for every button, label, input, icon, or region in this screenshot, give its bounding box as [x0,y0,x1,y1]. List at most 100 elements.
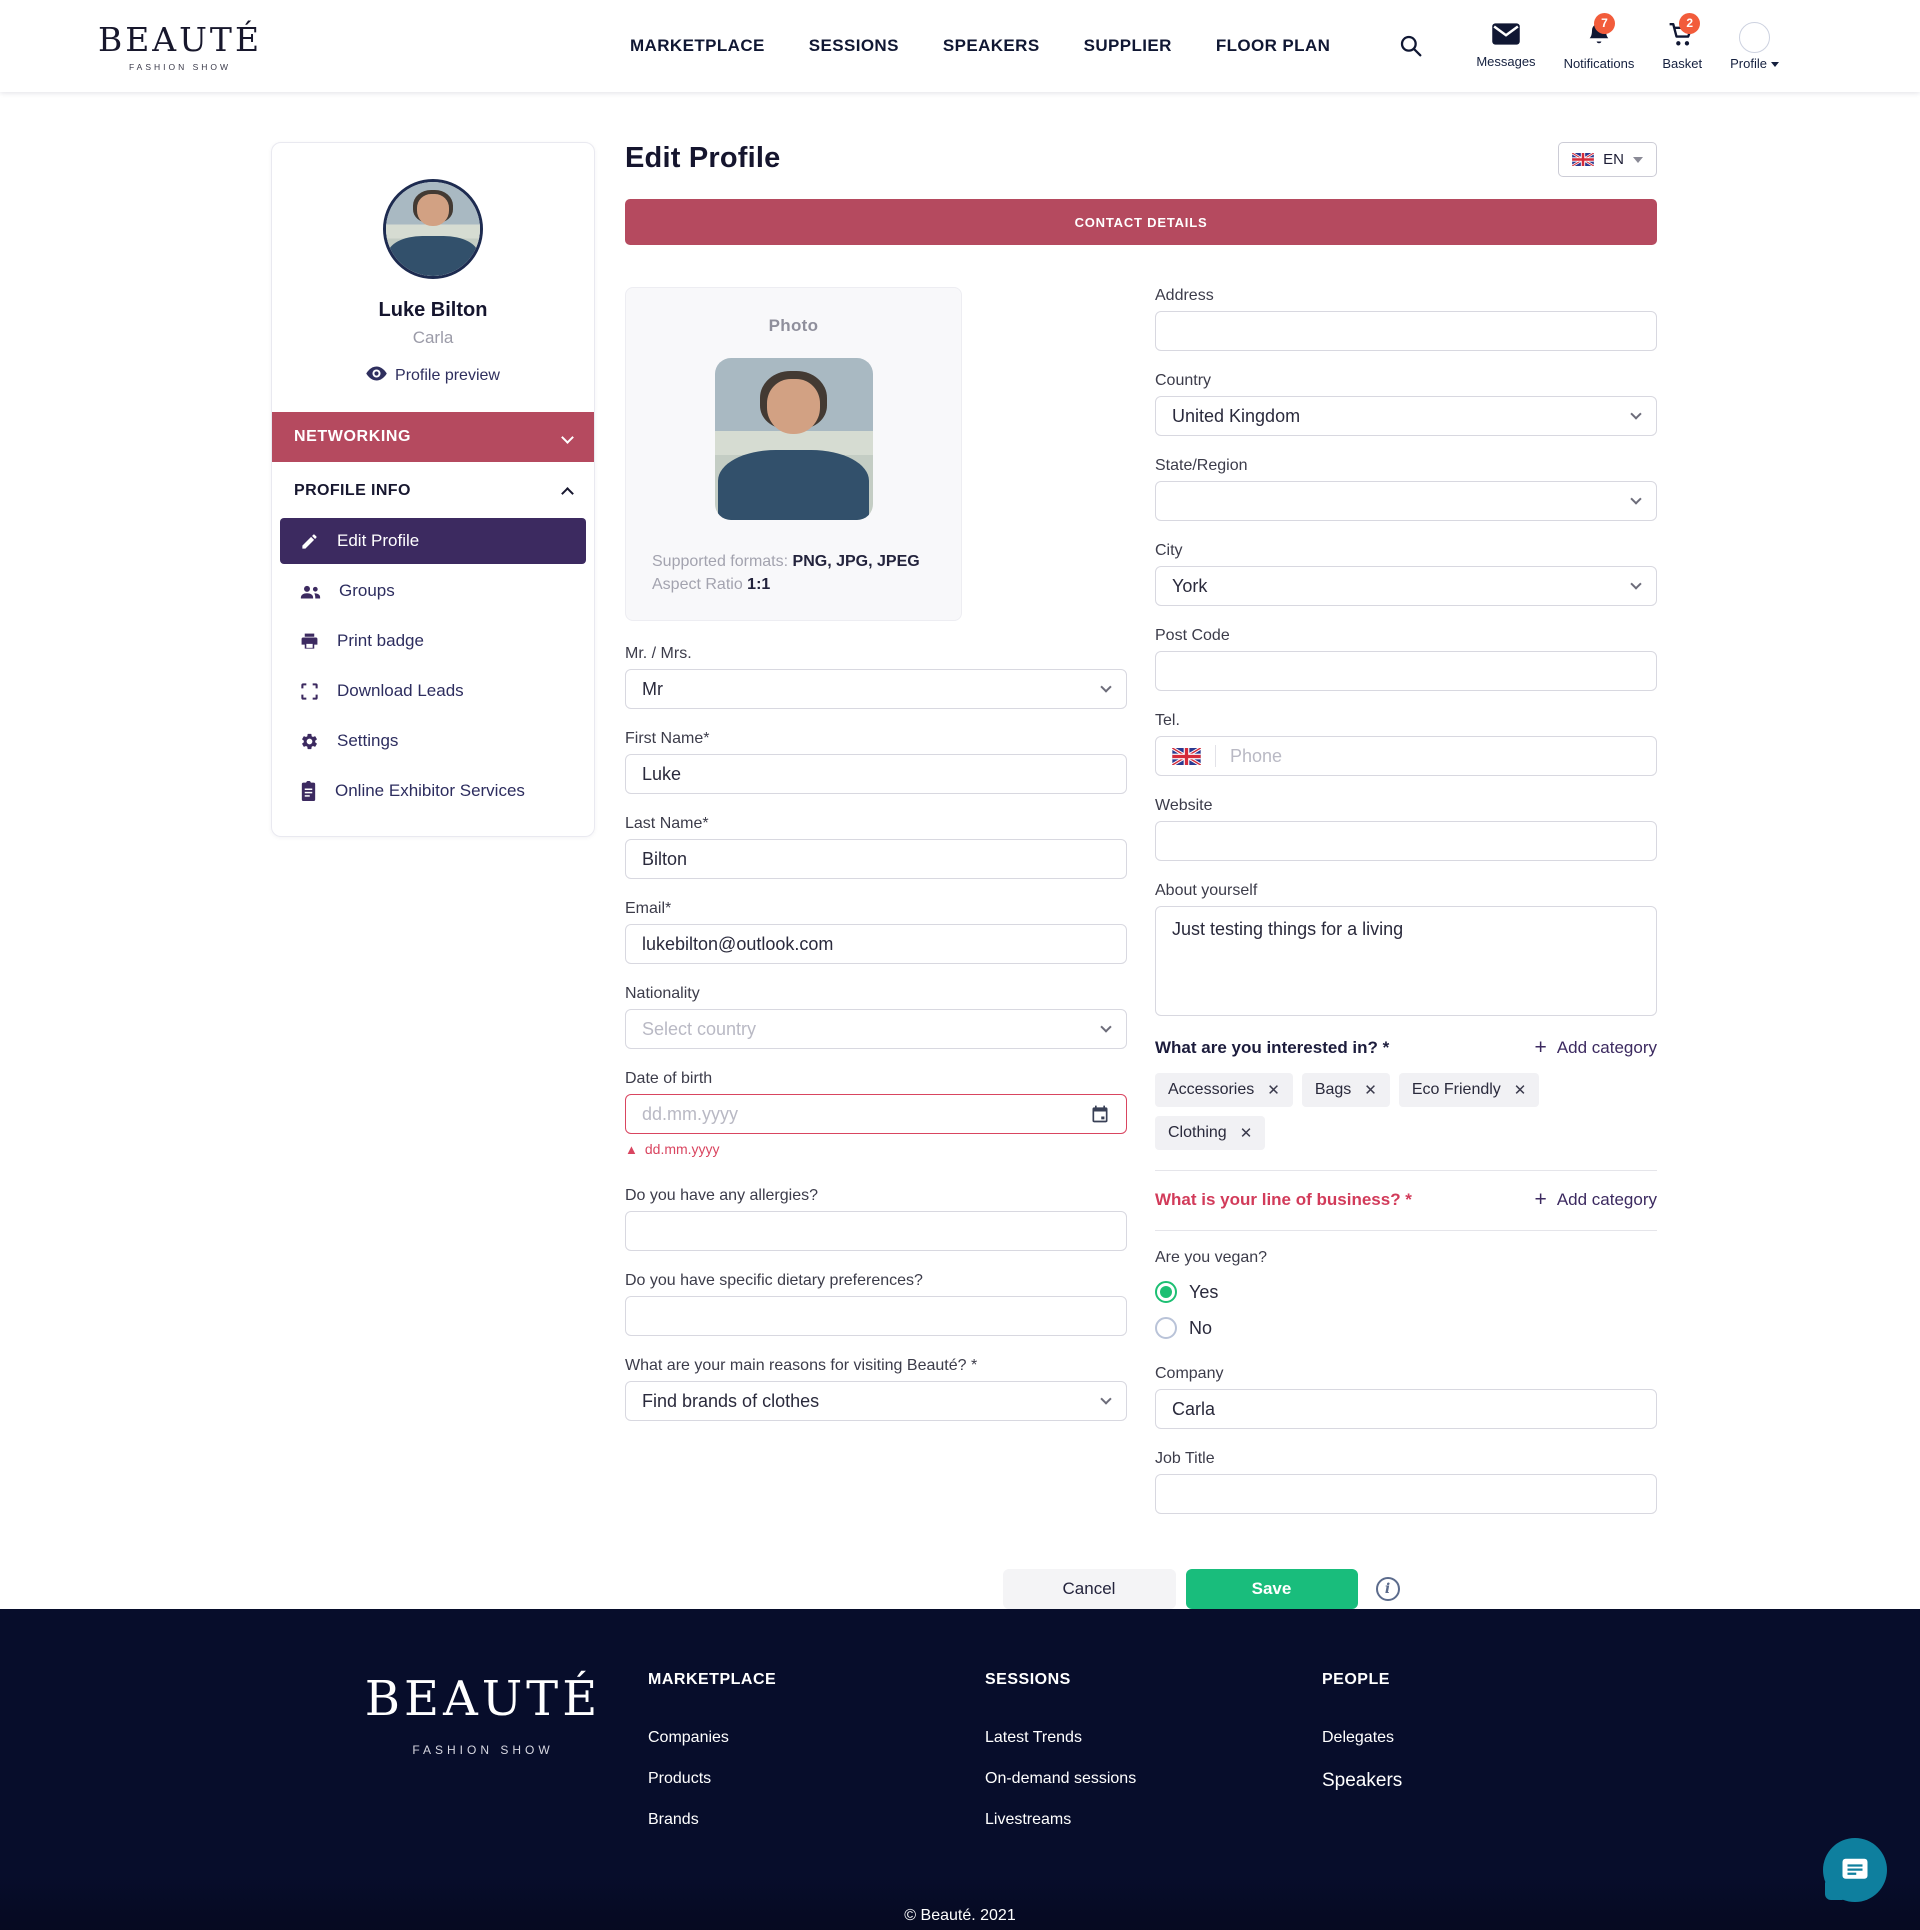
date-of-birth-input[interactable]: dd.mm.yyyy [625,1094,1127,1135]
gear-icon [302,733,317,749]
first-name-input[interactable] [625,754,1127,795]
nav-item-marketplace[interactable]: MARKETPLACE [630,36,765,55]
remove-tag-icon[interactable]: ✕ [1267,1082,1280,1099]
save-button[interactable]: Save [1185,1569,1358,1609]
notifications-button[interactable]: 7 Notifications [1564,12,1634,71]
basket-button[interactable]: 2 Basket [1662,12,1702,71]
footer-link-brands[interactable]: Brands [648,1811,699,1828]
website-input[interactable] [1155,821,1657,861]
dietary-input[interactable] [625,1296,1127,1337]
vegan-option-yes[interactable]: Yes [1155,1281,1657,1303]
menu-item-label: Settings [337,731,399,750]
profile-card-top: Luke Bilton Carla Profile preview [272,143,594,412]
notifications-badge: 7 [1593,12,1615,34]
last-name-input[interactable] [625,839,1127,880]
footer-link-livestreams[interactable]: Livestreams [985,1811,1072,1828]
form-right-column: Address Country United Kingdom State/Reg… [1155,287,1657,1535]
plus-icon: + [1534,1188,1547,1211]
remove-tag-icon[interactable]: ✕ [1513,1082,1527,1099]
content-area: Luke Bilton Carla Profile preview NETWOR… [0,92,1920,1609]
info-icon[interactable]: i [1375,1577,1400,1601]
menu-item-label: Print badge [337,631,424,650]
cancel-button[interactable]: Cancel [1002,1569,1176,1609]
remove-tag-icon[interactable]: ✕ [1364,1082,1377,1099]
basket-badge: 2 [1679,12,1701,34]
footer-link-on-demand-sessions[interactable]: On-demand sessions [985,1770,1137,1787]
city-select[interactable]: York [1155,566,1657,606]
field-label: What are your main reasons for visiting … [625,1357,978,1375]
sidebar-item-settings[interactable]: Settings [280,718,586,764]
sidebar-menu: Edit Profile Groups Print badge Download… [272,514,594,836]
title-select[interactable]: Mr [625,669,1127,710]
footer-link-products[interactable]: Products [648,1770,712,1787]
sidebar-item-groups[interactable]: Groups [280,568,586,614]
footer-column-sessions: SESSIONS Latest Trends On-demand session… [985,1671,1322,1852]
allergies-input[interactable] [625,1211,1127,1252]
profile-preview-link[interactable]: Profile preview [366,366,500,386]
about-textarea[interactable]: Just testing things for a living [1155,906,1657,1016]
field-label: Website [1155,797,1213,814]
chat-button[interactable] [1823,1838,1887,1902]
vegan-option-no[interactable]: No [1155,1317,1657,1339]
language-code: EN [1603,151,1624,168]
country-select[interactable]: United Kingdom [1155,396,1657,436]
sidebar-item-print-badge[interactable]: Print badge [280,618,586,664]
contact-details-tab[interactable]: CONTACT DETAILS [625,199,1657,245]
postcode-input[interactable] [1155,651,1657,691]
uk-flag-icon [1172,747,1201,765]
search-icon[interactable] [1398,33,1424,59]
sidebar-section-profile-info[interactable]: PROFILE INFO [272,462,594,514]
interests-header: What are you interested in? * + Add cate… [1155,1037,1657,1058]
sidebar-item-online-exhibitor-services[interactable]: Online Exhibitor Services [280,768,586,814]
company-input[interactable] [1155,1389,1657,1429]
language-selector[interactable]: EN [1558,142,1657,177]
calendar-icon[interactable] [1090,1104,1110,1124]
date-error: ▲ dd.mm.yyyy [625,1141,1127,1157]
sidebar-item-download-leads[interactable]: Download Leads [280,668,586,714]
nav-item-speakers[interactable]: SPEAKERS [942,36,1040,55]
field-label: About yourself [1155,882,1258,899]
footer-link-latest-trends[interactable]: Latest Trends [985,1729,1082,1746]
selected-value: York [1172,575,1208,596]
field-label: Nationality [625,985,700,1003]
phone-country[interactable] [1172,745,1216,767]
brand-logo[interactable]: BEAUTÉ FASHION SHOW [0,20,360,72]
profile-photo[interactable] [714,358,873,520]
footer-logo[interactable]: BEAUTÉ FASHION SHOW [318,1671,648,1852]
address-input[interactable] [1155,311,1657,351]
add-interest-category-button[interactable]: + Add category [1534,1036,1657,1059]
chevron-down-icon [561,430,574,444]
field-website: Website [1155,797,1657,861]
field-reasons: What are your main reasons for visiting … [625,1357,1127,1422]
reasons-select[interactable]: Find brands of clothes [625,1381,1127,1422]
footer-link-speakers[interactable]: Speakers [1322,1770,1403,1791]
nationality-select[interactable]: Select country [625,1009,1127,1050]
phone-input[interactable]: Phone [1155,736,1657,776]
radio-label: No [1189,1317,1213,1338]
clipboard-icon [301,781,316,801]
tag-eco-friendly: Eco Friendly ✕ [1398,1073,1540,1107]
messages-button[interactable]: Messages [1476,22,1536,69]
nav-item-sessions[interactable]: SESSIONS [808,36,899,55]
job-title-input[interactable] [1155,1474,1657,1514]
email-input[interactable] [625,924,1127,965]
sidebar-item-edit-profile[interactable]: Edit Profile [280,518,586,564]
interests-label: What are you interested in? * [1155,1037,1390,1057]
footer-link-delegates[interactable]: Delegates [1322,1729,1395,1746]
nav-item-supplier[interactable]: SUPPLIER [1083,36,1172,55]
field-dietary: Do you have specific dietary preferences… [625,1272,1127,1337]
state-select[interactable] [1155,481,1657,521]
chevron-down-icon [1100,1021,1112,1034]
field-date-of-birth: Date of birth dd.mm.yyyy ▲ dd.mm.yyyy [625,1070,1127,1157]
profile-menu-button[interactable]: Profile [1730,21,1779,71]
field-nationality: Nationality Select country [625,985,1127,1050]
footer-column-people: PEOPLE Delegates Speakers [1322,1671,1659,1852]
field-about: About yourself Just testing things for a… [1155,882,1657,1016]
plus-icon: + [1534,1036,1547,1059]
footer-link-companies[interactable]: Companies [648,1729,729,1746]
remove-tag-icon[interactable]: ✕ [1239,1125,1253,1142]
nav-item-floor-plan[interactable]: FLOOR PLAN [1215,36,1331,55]
add-business-category-button[interactable]: + Add category [1534,1188,1657,1211]
tag-accessories: Accessories ✕ [1155,1073,1293,1107]
sidebar-section-networking[interactable]: NETWORKING [272,412,594,462]
